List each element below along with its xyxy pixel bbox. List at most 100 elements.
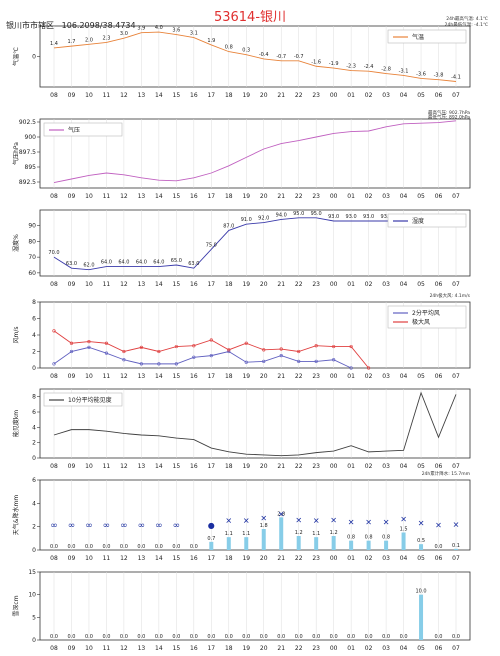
wind-point xyxy=(332,358,336,362)
y-axis-label: 气压hPa xyxy=(12,142,20,165)
bar-value-label: 0.0 xyxy=(260,634,268,640)
wind-point xyxy=(69,349,74,354)
bar-value-label: 0.0 xyxy=(172,544,180,550)
y-tick-label: 0 xyxy=(32,547,36,554)
wind-point xyxy=(227,348,231,352)
weather-symbol: ∞ xyxy=(155,521,163,531)
weather-symbol: ∞ xyxy=(103,521,111,531)
x-tick-label: 05 xyxy=(417,463,425,470)
x-tick-label: 04 xyxy=(400,555,408,562)
bar xyxy=(244,537,249,550)
bar-value-label: 1.1 xyxy=(312,531,320,537)
bar xyxy=(209,541,214,550)
data-label: 64.0 xyxy=(153,260,164,266)
x-tick-label: 08 xyxy=(50,193,58,200)
bar-value-label: 0.0 xyxy=(172,634,180,640)
x-tick-label: 01 xyxy=(347,645,355,652)
x-tick-label: 10 xyxy=(85,92,93,99)
x-tick-label: 17 xyxy=(207,645,215,652)
bar-value-label: 0.0 xyxy=(225,634,233,640)
y-axis-label: 风m/s xyxy=(13,327,20,344)
wind-point xyxy=(332,344,336,349)
bar-value-label: 0.0 xyxy=(435,634,443,640)
wind-point xyxy=(69,341,74,345)
bar-value-label: 1.1 xyxy=(242,531,250,537)
x-tick-label: 14 xyxy=(155,193,163,200)
x-tick-label: 08 xyxy=(50,555,58,562)
panel-stat: 24h累计降水: 15.7mm xyxy=(422,470,470,477)
weather-symbol: ✕ xyxy=(225,517,232,526)
x-tick-label: 12 xyxy=(120,281,128,288)
data-label: 63.0 xyxy=(66,261,77,267)
x-tick-label: 03 xyxy=(382,645,390,652)
legend-box xyxy=(43,122,123,137)
bar-value-label: 0.0 xyxy=(190,544,198,550)
x-tick-label: 08 xyxy=(50,281,58,288)
weather-symbol: ✕ xyxy=(418,519,425,528)
bar-value-label: 0.8 xyxy=(382,535,390,541)
x-tick-label: 18 xyxy=(225,92,233,99)
panel-frame xyxy=(39,118,471,189)
weather-symbol: ∞ xyxy=(50,521,58,531)
wind-point xyxy=(122,349,126,354)
data-label: 93.0 xyxy=(363,214,374,220)
x-tick-label: 01 xyxy=(347,193,355,200)
x-tick-label: 18 xyxy=(225,193,233,200)
weather-symbol: ∞ xyxy=(120,521,128,531)
series-line xyxy=(53,120,457,184)
y-tick-label: 6 xyxy=(32,316,36,323)
x-tick-label: 12 xyxy=(120,193,128,200)
y-tick-label: 0 xyxy=(32,637,36,644)
bar-value-label: 1.8 xyxy=(260,523,268,529)
wind-point xyxy=(349,344,353,349)
x-tick-label: 04 xyxy=(400,373,408,380)
x-tick-label: 02 xyxy=(365,645,373,652)
bar xyxy=(314,537,319,550)
station-coords: 106.2098/38.4734 xyxy=(61,21,136,30)
x-tick-label: 19 xyxy=(242,92,250,99)
x-tick-label: 16 xyxy=(190,281,198,288)
data-label: -0.4 xyxy=(259,52,269,58)
x-tick-label: 12 xyxy=(120,645,128,652)
bar-value-label: 0.0 xyxy=(68,634,76,640)
x-tick-label: 00 xyxy=(330,645,338,652)
x-tick-label: 05 xyxy=(417,92,425,99)
x-tick-label: 00 xyxy=(330,463,338,470)
weather-symbol: ✕ xyxy=(313,517,320,526)
data-label: 3.1 xyxy=(190,31,198,37)
x-tick-label: 18 xyxy=(225,555,233,562)
wind-point xyxy=(314,359,318,364)
bar-value-label: 0.0 xyxy=(120,634,128,640)
x-tick-label: 22 xyxy=(295,555,303,562)
data-label: 93.0 xyxy=(328,214,339,220)
bar xyxy=(366,540,371,550)
legend-label: 10分平均能见度 xyxy=(68,396,112,404)
x-tick-label: 15 xyxy=(173,373,181,380)
series-line xyxy=(53,346,352,369)
wind-point xyxy=(349,366,353,370)
y-tick-label: 15 xyxy=(28,569,36,576)
wind-point xyxy=(244,360,248,364)
x-tick-label: 08 xyxy=(50,92,58,99)
wind-point xyxy=(244,341,248,345)
x-tick-label: 10 xyxy=(85,645,93,652)
weather-symbol: ● xyxy=(208,521,215,530)
x-tick-label: 21 xyxy=(277,92,285,99)
weather-symbol: ∞ xyxy=(138,521,146,531)
data-label: 1.4 xyxy=(50,41,58,47)
data-label: 64.0 xyxy=(101,260,112,266)
x-tick-label: 15 xyxy=(173,645,181,652)
x-tick-label: 10 xyxy=(85,281,93,288)
wind-point xyxy=(122,358,126,362)
x-tick-label: 22 xyxy=(295,645,303,652)
bar-value-label: 0.0 xyxy=(68,544,76,550)
bar xyxy=(384,540,389,550)
x-tick-label: 08 xyxy=(50,645,58,652)
bar-value-label: 0.0 xyxy=(102,634,110,640)
temperature-stats: 24h最高气温: 4.1℃ 24h最低气温: -4.1℃ xyxy=(445,17,488,29)
bar-value-label: 0.0 xyxy=(85,634,93,640)
x-tick-label: 13 xyxy=(138,92,146,99)
x-tick-label: 17 xyxy=(207,92,215,99)
data-label: -0.7 xyxy=(276,54,286,60)
bar xyxy=(419,544,424,550)
